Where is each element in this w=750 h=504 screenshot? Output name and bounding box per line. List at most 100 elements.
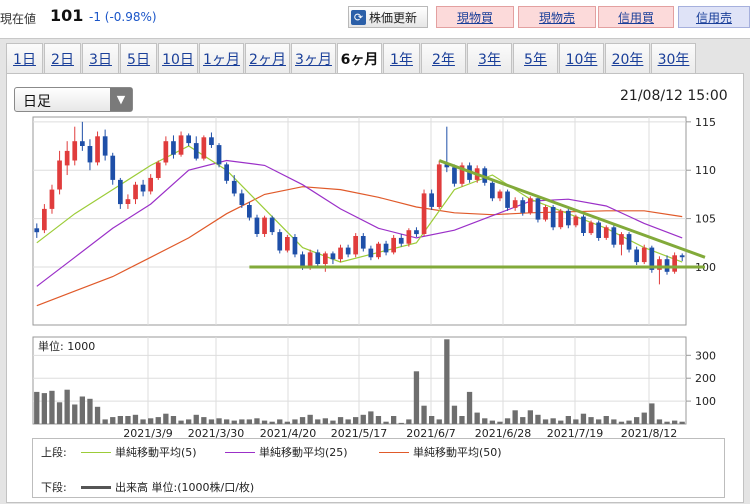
candle-body	[87, 146, 93, 163]
candle-body	[292, 237, 298, 255]
interval-select[interactable]: 日足 ▼	[14, 87, 133, 112]
volume-bar	[246, 419, 252, 424]
volume-bar	[664, 421, 670, 424]
candle-body	[657, 259, 662, 270]
spot-buy-button[interactable]: 現物買	[436, 6, 514, 28]
candle-body	[338, 247, 343, 260]
volume-bar	[375, 416, 382, 424]
candle-body	[391, 237, 396, 253]
volume-bar	[239, 419, 245, 424]
period-tab-4[interactable]: 10日	[158, 43, 198, 73]
candle-body	[429, 193, 434, 207]
candle-body	[239, 193, 245, 205]
volume-bar	[163, 413, 169, 424]
volume-bar	[208, 419, 215, 424]
volume-bar	[679, 421, 685, 424]
trendline-0	[438, 159, 706, 259]
volume-bar	[398, 422, 404, 424]
volume-bar	[489, 420, 495, 424]
volume-bar	[596, 419, 602, 424]
candle-body	[528, 198, 533, 213]
volume-bar	[459, 416, 465, 424]
volume-bar	[125, 416, 131, 424]
candle-body	[520, 200, 526, 213]
volume-bar	[474, 412, 480, 424]
margin-sell-button[interactable]: 信用売	[678, 6, 750, 28]
price-y-tick-label: 115	[695, 116, 716, 129]
candle-body	[178, 135, 184, 155]
volume-bar	[535, 414, 541, 424]
period-tab-7[interactable]: 3ヶ月	[291, 43, 336, 73]
volume-bar	[429, 416, 435, 424]
candle-body	[140, 184, 146, 192]
candle-body	[679, 255, 685, 258]
candle-body	[231, 180, 237, 194]
candle-body	[550, 207, 556, 228]
volume-bar	[292, 419, 298, 424]
candle-body	[444, 164, 450, 168]
candle-body	[558, 210, 564, 228]
legend-ma5: 単純移動平均(5)	[115, 446, 197, 459]
volume-bar	[299, 417, 306, 424]
volume-bar	[49, 390, 55, 424]
candle-body	[148, 177, 153, 192]
volume-bar	[117, 416, 123, 424]
period-tab-9[interactable]: 1年	[383, 43, 420, 73]
period-tab-13[interactable]: 10年	[559, 43, 604, 73]
candle-body	[581, 216, 586, 233]
ma5-line	[36, 145, 683, 263]
chart-legend: 上段: 単純移動平均(5) 単純移動平均(25) 単純移動平均(50) 下段: …	[32, 438, 725, 498]
volume-bar	[186, 419, 192, 424]
candle-body	[436, 164, 442, 207]
candle-body	[330, 253, 336, 260]
volume-bar	[550, 418, 556, 424]
period-tab-15[interactable]: 30年	[651, 43, 696, 73]
candle-body	[34, 228, 40, 233]
period-tab-14[interactable]: 20年	[605, 43, 650, 73]
price-header: 現在値 101 -1 (-0.98%) ⟳ 株価更新 現物買 現物売 信用買 信…	[0, 0, 750, 34]
volume-bar	[353, 417, 359, 424]
candle-body	[95, 136, 100, 163]
volume-bar	[413, 371, 420, 424]
legend-ma5-swatch	[81, 451, 111, 453]
x-tick-label: 2021/5/17	[331, 427, 387, 440]
spot-sell-button[interactable]: 現物売	[518, 6, 596, 28]
period-tab-2[interactable]: 3日	[82, 43, 119, 73]
volume-bar	[672, 420, 678, 424]
volume-bar	[618, 421, 625, 424]
volume-bar	[436, 419, 442, 424]
candle-body	[42, 208, 47, 231]
refresh-price-button[interactable]: ⟳ 株価更新	[348, 6, 428, 28]
volume-bar	[542, 419, 549, 424]
candle-body	[459, 165, 465, 184]
volume-bar	[558, 420, 564, 424]
volume-bar	[497, 421, 503, 424]
candle-body	[285, 237, 290, 251]
volume-bar	[284, 421, 290, 424]
volume-bar	[603, 416, 609, 424]
volume-bar	[383, 421, 389, 424]
candle-body	[269, 217, 275, 233]
period-tab-11[interactable]: 3年	[467, 43, 512, 73]
price-y-tick-label: 105	[695, 213, 716, 226]
candle-body	[307, 252, 313, 267]
period-tab-5[interactable]: 1ヶ月	[199, 43, 244, 73]
period-tab-10[interactable]: 2年	[421, 43, 466, 73]
margin-buy-button[interactable]: 信用買	[598, 6, 674, 28]
period-tab-6[interactable]: 2ヶ月	[245, 43, 290, 73]
candle-body	[596, 222, 601, 238]
volume-bar	[649, 403, 655, 424]
period-tab-0[interactable]: 1日	[6, 43, 43, 73]
candle-body	[247, 205, 252, 218]
candle-body	[254, 217, 260, 234]
volume-y-tick-label: 200	[695, 372, 716, 385]
period-tab-12[interactable]: 5年	[513, 43, 558, 73]
period-tab-8[interactable]: 6ヶ月	[337, 43, 382, 74]
volume-bar	[337, 417, 344, 424]
volume-bar	[34, 391, 40, 424]
volume-bar	[444, 339, 450, 424]
period-tab-1[interactable]: 2日	[44, 43, 81, 73]
candle-body	[641, 247, 647, 263]
candle-body	[497, 191, 503, 199]
period-tab-3[interactable]: 5日	[120, 43, 157, 73]
